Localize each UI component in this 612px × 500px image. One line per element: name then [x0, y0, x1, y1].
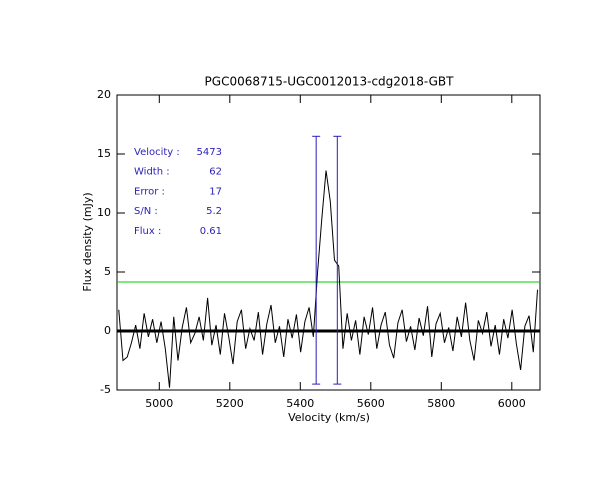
- y-tick-label: 20: [97, 88, 111, 101]
- annotation-label: S/N :: [134, 206, 158, 217]
- x-axis-label: Velocity (km/s): [288, 411, 370, 424]
- x-tick-label: 5800: [427, 397, 455, 410]
- chart-title: PGC0068715-UGC0012013-cdg2018-GBT: [205, 75, 455, 89]
- y-tick-label: 5: [104, 265, 111, 278]
- annotation-value: 0.61: [200, 226, 222, 237]
- x-tick-label: 5200: [216, 397, 244, 410]
- x-tick-label: 5000: [145, 397, 173, 410]
- annotation-value: 62: [209, 167, 222, 178]
- y-tick-label: 10: [97, 206, 111, 219]
- y-tick-label: -5: [100, 383, 111, 396]
- annotation-label: Width :: [134, 167, 170, 178]
- annotation-label: Flux :: [134, 226, 161, 237]
- annotation-label: Error :: [134, 186, 165, 197]
- x-tick-label: 6000: [498, 397, 526, 410]
- y-tick-label: 0: [104, 324, 111, 337]
- x-tick-label: 5400: [286, 397, 314, 410]
- y-axis-label: Flux density (mJy): [81, 192, 94, 291]
- plot-frame: [116, 94, 541, 391]
- annotation-label: Velocity :: [134, 147, 180, 158]
- annotation-value: 5.2: [206, 206, 222, 217]
- annotation-value: 17: [209, 186, 222, 197]
- spectrum-line: [118, 170, 539, 388]
- y-tick-label: 15: [97, 147, 111, 160]
- x-tick-label: 5600: [357, 397, 385, 410]
- annotation-value: 5473: [197, 147, 222, 158]
